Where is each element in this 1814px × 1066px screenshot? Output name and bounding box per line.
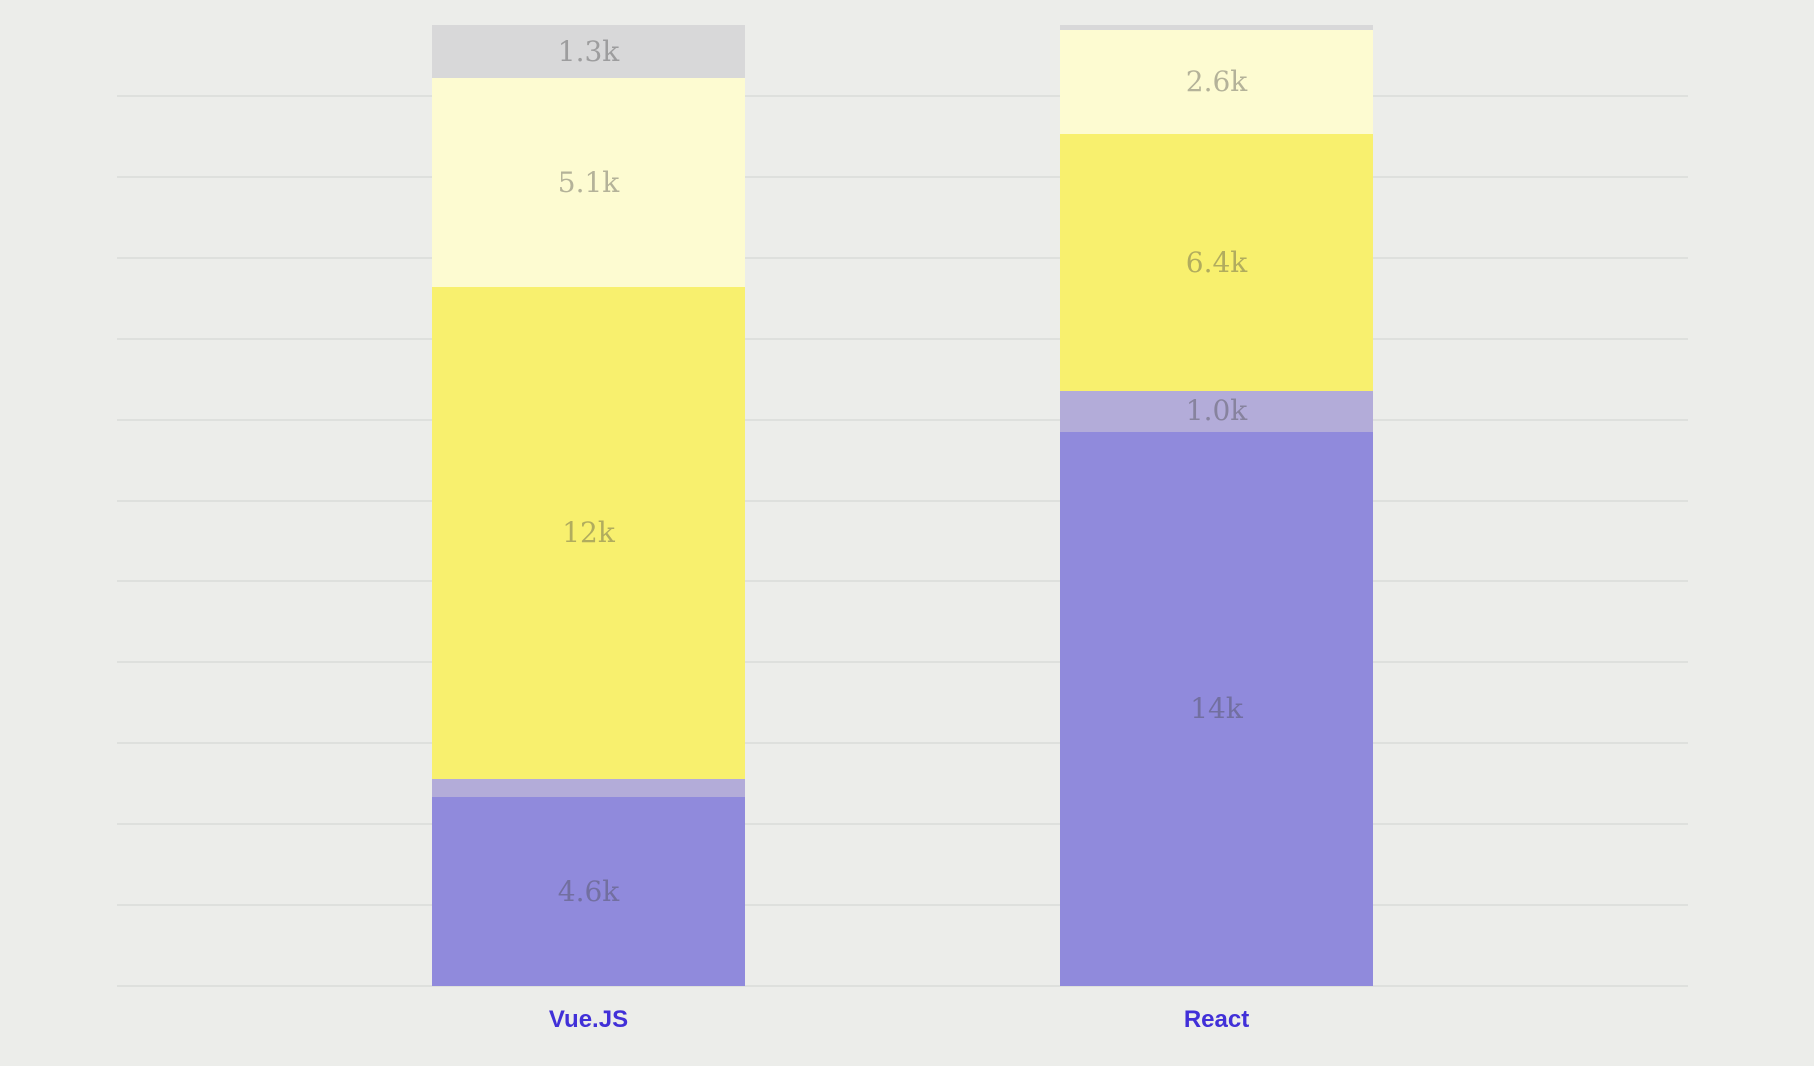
bar-segment-react-gray-segment[interactable] [1060,25,1373,30]
bar-segment-vue-js-lavender-segment[interactable] [432,779,745,798]
gridline [117,661,1688,664]
gridline [117,418,1688,421]
segment-value-label: 14k [1190,691,1243,725]
segment-value-label: 1.3k [557,34,620,68]
gridline [117,499,1688,502]
segment-value-label: 1.0k [1185,394,1248,428]
gridline [117,904,1688,907]
segment-value-label: 4.6k [557,874,620,908]
bar-segment-react-lavender-segment[interactable]: 1.0k [1060,391,1373,432]
bar-segment-vue-js-purple-segment[interactable]: 4.6k [432,797,745,986]
category-label-react: React [1183,1006,1250,1033]
gridline [117,823,1688,826]
bar-segment-vue-js-gray-segment[interactable]: 1.3k [432,25,745,79]
gridline [117,337,1688,340]
bar-segment-vue-js-pale-yellow-segment[interactable]: 5.1k [432,78,745,288]
gridline [117,985,1688,987]
gridline [117,95,1688,97]
segment-value-label: 5.1k [557,165,620,199]
bar-segment-react-purple-segment[interactable]: 14k [1060,431,1373,986]
bar-segment-vue-js-yellow-segment[interactable]: 12k [432,287,745,780]
gridline [117,742,1688,745]
gridline [117,580,1688,583]
segment-value-label: 6.4k [1185,245,1248,279]
bar-segment-react-yellow-segment[interactable]: 6.4k [1060,134,1373,392]
segment-value-label: 12k [562,516,615,550]
category-label-vue-js: Vue.JS [548,1006,629,1033]
bar-segment-react-pale-yellow-segment[interactable]: 2.6k [1060,29,1373,135]
gridline [117,175,1688,178]
gridline [117,256,1688,259]
segment-value-label: 2.6k [1185,65,1248,99]
